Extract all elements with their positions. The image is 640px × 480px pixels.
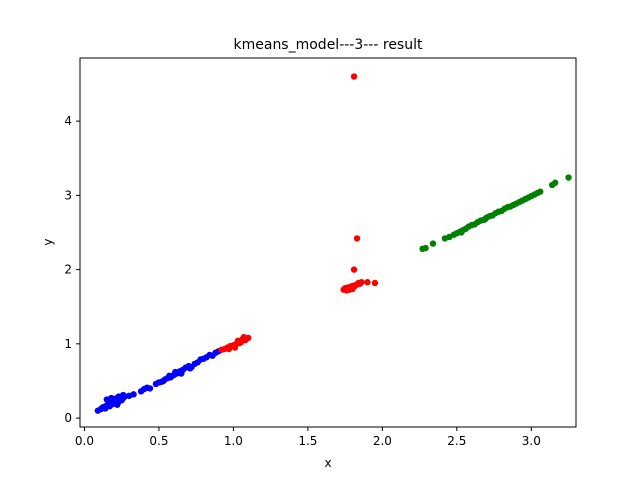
data-point — [236, 339, 243, 347]
data-point — [353, 235, 361, 242]
x-axis-ticks: 0.0 0.5 1.0 1.5 2.0 2.5 3.0 — [75, 427, 541, 448]
data-point — [349, 285, 356, 293]
x-tick-label: 0.5 — [149, 434, 168, 448]
data-point — [551, 179, 559, 186]
x-tick-label: 1.0 — [224, 434, 243, 448]
data-point — [537, 188, 544, 195]
x-tick-label: 1.5 — [298, 434, 317, 448]
data-point — [240, 333, 248, 341]
y-axis-ticks: 0 1 2 3 4 — [64, 114, 80, 425]
data-point — [350, 73, 358, 80]
y-tick-label: 4 — [64, 114, 72, 128]
data-point — [114, 401, 121, 408]
data-point — [422, 244, 429, 252]
data-point — [187, 365, 194, 372]
data-point — [358, 279, 365, 286]
data-point — [458, 229, 465, 236]
data-point — [108, 394, 115, 402]
y-tick-label: 2 — [64, 263, 72, 277]
data-point — [130, 391, 137, 398]
y-tick-label: 1 — [64, 337, 72, 351]
y-tick-label: 0 — [64, 411, 72, 425]
data-point — [429, 240, 437, 247]
y-axis-label: y — [41, 238, 55, 245]
data-point — [172, 368, 179, 376]
x-axis-label: x — [324, 456, 331, 470]
data-point — [146, 385, 154, 392]
data-point — [231, 344, 239, 351]
data-point — [166, 372, 173, 379]
data-point — [160, 377, 167, 385]
x-tick-label: 0.0 — [75, 434, 94, 448]
plot-frame — [79, 57, 577, 428]
y-tick-label: 3 — [64, 188, 72, 202]
chart-title: kmeans_model---3--- result — [234, 37, 423, 53]
data-point — [364, 279, 371, 286]
data-point — [371, 279, 379, 287]
data-point — [120, 394, 127, 402]
x-tick-label: 2.5 — [447, 434, 466, 448]
x-tick-label: 2.0 — [373, 434, 392, 448]
data-point — [225, 345, 233, 353]
data-point — [481, 215, 489, 223]
points-layer — [94, 73, 572, 414]
x-tick-label: 3.0 — [522, 434, 541, 448]
data-point — [565, 174, 572, 181]
data-point — [178, 370, 185, 377]
data-point — [350, 266, 358, 273]
